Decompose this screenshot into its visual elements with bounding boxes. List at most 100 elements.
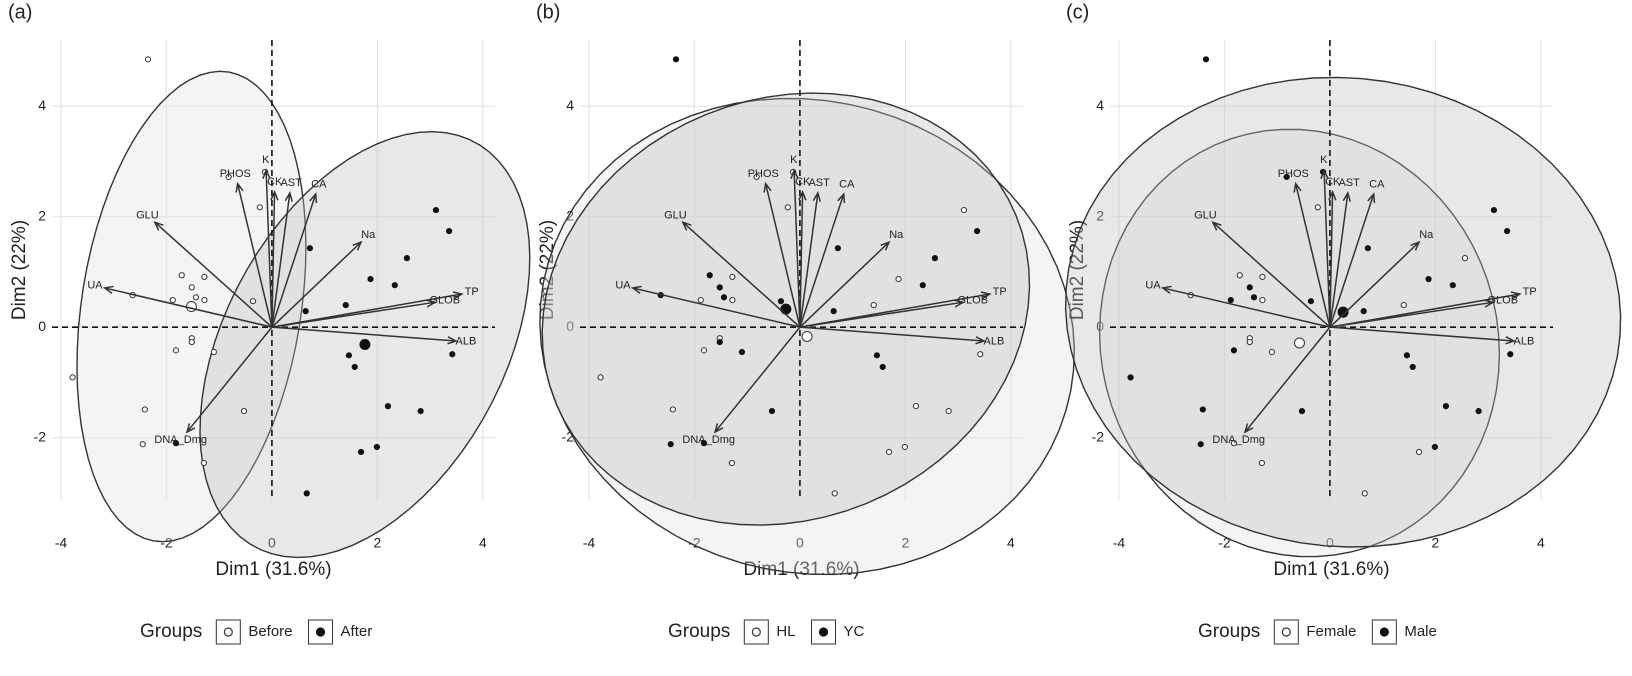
- variable-label: TP: [993, 286, 1007, 298]
- panel-label: (b): [536, 1, 560, 23]
- group-mean: [780, 303, 792, 315]
- point: [200, 459, 207, 467]
- variable-arrow: [799, 326, 986, 345]
- variable-arrow: [271, 326, 458, 345]
- variable-label: AST: [280, 177, 302, 189]
- point: [69, 374, 76, 381]
- point: [172, 347, 180, 354]
- point: [1504, 227, 1511, 235]
- point: [1246, 338, 1253, 346]
- point: [1250, 294, 1258, 301]
- group-mean: [1337, 306, 1349, 318]
- variable-arrow: [630, 285, 801, 328]
- point: [974, 227, 981, 235]
- point: [141, 406, 148, 413]
- point: [178, 272, 185, 279]
- legend-marker: [1281, 627, 1291, 637]
- variable-arrow: [153, 220, 273, 328]
- variable-label: UA: [615, 280, 631, 292]
- variable-label: TP: [465, 286, 479, 298]
- point: [188, 284, 195, 291]
- variable-label: ALB: [984, 336, 1005, 348]
- point: [1314, 204, 1321, 211]
- point: [960, 206, 968, 214]
- point: [1442, 403, 1450, 410]
- variable-label: GLOB: [957, 295, 988, 307]
- variable-arrow: [799, 191, 821, 328]
- point: [919, 282, 926, 289]
- variable-label: CK: [267, 176, 283, 188]
- point: [1364, 245, 1371, 252]
- variable-arrow: [798, 189, 807, 328]
- legend-title: Groups: [1198, 621, 1260, 642]
- y-axis-title: Dim2 (22%): [9, 220, 30, 320]
- variable-label: UA: [87, 280, 103, 292]
- x-tick-label: 4: [479, 535, 487, 551]
- x-tick-label: 0: [796, 535, 804, 551]
- point: [306, 245, 313, 252]
- legend-label: YC: [844, 623, 865, 640]
- variable-label: DNA_Dmg: [154, 434, 207, 446]
- y-tick-label: -2: [34, 428, 47, 444]
- point: [1199, 406, 1206, 413]
- point: [912, 403, 920, 410]
- point: [172, 440, 180, 447]
- point: [1490, 206, 1498, 214]
- point: [345, 352, 353, 359]
- variable-label: CA: [311, 178, 327, 190]
- point: [716, 284, 723, 291]
- point: [192, 294, 200, 301]
- point: [139, 441, 146, 448]
- variable-label: UA: [1145, 280, 1161, 292]
- variable-arrow: [235, 181, 273, 328]
- legend-label: HL: [776, 623, 795, 640]
- x-tick-label: 0: [1326, 535, 1334, 551]
- point: [240, 407, 248, 415]
- point: [1403, 352, 1411, 359]
- point: [1415, 448, 1423, 456]
- point: [169, 296, 176, 304]
- variable-label: TP: [1523, 286, 1537, 298]
- variable-label: GLOB: [429, 295, 460, 307]
- point: [931, 255, 939, 262]
- point: [357, 448, 365, 456]
- point: [201, 296, 208, 304]
- variable-arrow: [713, 326, 801, 434]
- variable-arrow: [1160, 285, 1331, 328]
- point: [303, 490, 310, 497]
- legend-marker: [1379, 627, 1389, 637]
- variable-arrow: [271, 192, 318, 328]
- point: [403, 255, 411, 262]
- variable-arrow: [681, 220, 801, 328]
- variable-label: CK: [1325, 176, 1341, 188]
- x-tick-label: -4: [55, 535, 68, 551]
- variable-label: K: [262, 154, 270, 166]
- point: [729, 296, 736, 304]
- point: [1400, 301, 1407, 309]
- point: [249, 298, 257, 305]
- point: [885, 448, 893, 456]
- variable-arrow: [1211, 220, 1331, 328]
- variable-label: CA: [839, 178, 855, 190]
- x-tick-label: 4: [1007, 535, 1015, 551]
- x-tick-label: 2: [1431, 535, 1439, 551]
- x-tick-label: -4: [1113, 535, 1126, 551]
- panel-label: (c): [1066, 1, 1089, 23]
- point: [1431, 443, 1438, 451]
- point: [342, 301, 349, 309]
- panel-label: (a): [8, 1, 32, 23]
- point: [879, 363, 886, 371]
- point: [367, 276, 374, 283]
- variable-arrow: [1320, 168, 1331, 328]
- x-axis-title: Dim1 (31.6%): [215, 559, 331, 580]
- variable-arrow: [185, 326, 273, 434]
- variable-arrow: [271, 299, 437, 328]
- point: [700, 347, 708, 354]
- point: [768, 407, 776, 415]
- point: [1127, 374, 1134, 381]
- variable-label: GLU: [1194, 209, 1217, 221]
- x-tick-label: 2: [901, 535, 909, 551]
- point: [777, 298, 785, 305]
